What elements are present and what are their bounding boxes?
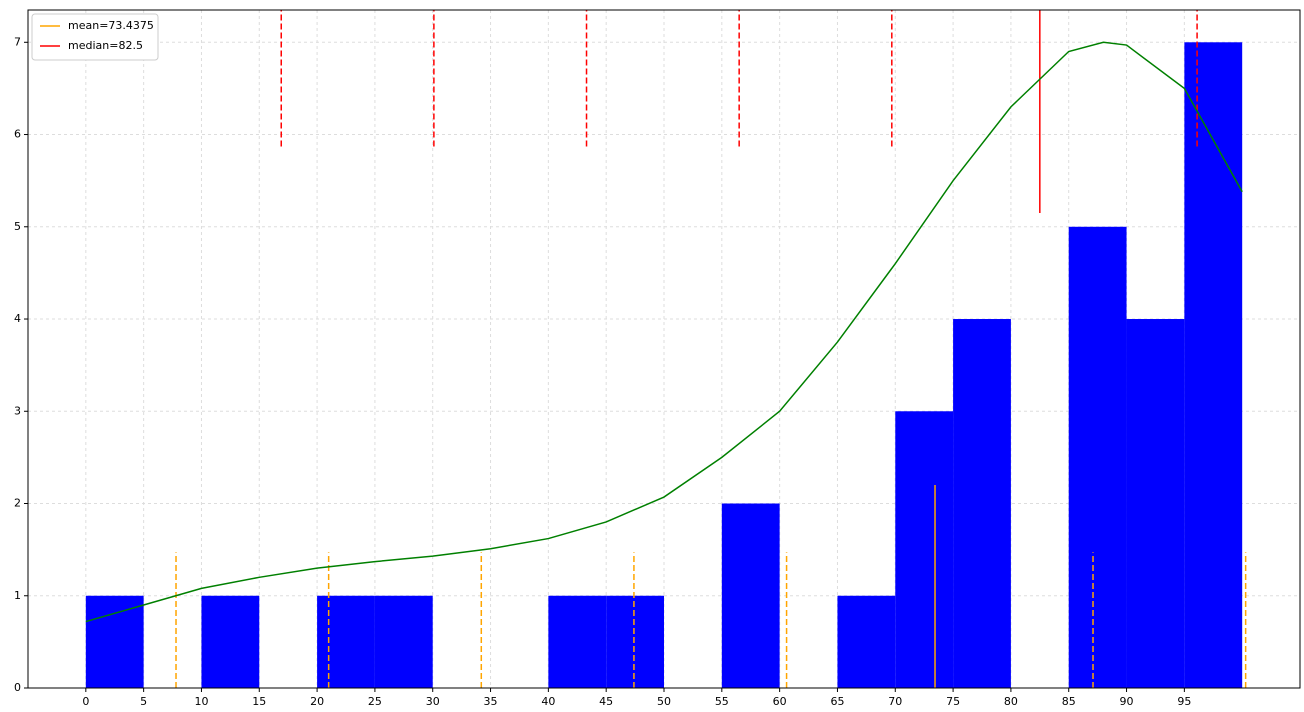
- x-tick-label: 20: [310, 695, 324, 708]
- x-tick-label: 30: [426, 695, 440, 708]
- x-tick-label: 15: [252, 695, 266, 708]
- x-tick-label: 35: [484, 695, 498, 708]
- bar: [85, 595, 144, 688]
- x-tick-label: 70: [888, 695, 902, 708]
- bar: [953, 319, 1011, 688]
- x-tick-label: 75: [946, 695, 960, 708]
- x-tick-label: 25: [368, 695, 382, 708]
- x-tick-label: 95: [1177, 695, 1191, 708]
- plot-frame: [27, 9, 1301, 689]
- bar: [1068, 226, 1127, 688]
- x-tick-label: 60: [773, 695, 787, 708]
- x-tick-label: 40: [541, 695, 555, 708]
- legend: mean=73.4375 median=82.5: [31, 13, 159, 61]
- bar: [1184, 42, 1243, 689]
- y-tick-label: 0: [14, 681, 21, 694]
- y-tick-label: 2: [14, 497, 21, 510]
- x-tick-label: 90: [1120, 695, 1134, 708]
- y-tick-label: 4: [14, 312, 21, 325]
- legend-label: median=82.5: [68, 39, 143, 52]
- x-tick-label: 65: [830, 695, 844, 708]
- bar: [374, 595, 433, 688]
- x-tick-label: 5: [140, 695, 147, 708]
- bar: [201, 595, 260, 688]
- x-tick-label: 45: [599, 695, 613, 708]
- bar: [317, 595, 375, 688]
- y-tick-label: 7: [14, 35, 21, 48]
- bar: [606, 595, 664, 688]
- x-tick-label: 85: [1062, 695, 1076, 708]
- kde-curve: [85, 41, 1243, 623]
- y-tick-label: 1: [14, 589, 21, 602]
- bar: [895, 411, 954, 688]
- x-tick-label: 10: [194, 695, 208, 708]
- legend-box: [31, 13, 159, 61]
- bar: [721, 503, 780, 688]
- y-tick-label: 6: [14, 128, 21, 141]
- bar: [1126, 319, 1185, 688]
- legend-label: mean=73.4375: [68, 19, 154, 32]
- x-tick-label: 0: [82, 695, 89, 708]
- x-tick-label: 80: [1004, 695, 1018, 708]
- x-tick-label: 50: [657, 695, 671, 708]
- y-tick-label: 3: [14, 404, 21, 417]
- bar: [837, 595, 896, 688]
- y-tick-label: 5: [14, 220, 21, 233]
- bar: [548, 595, 607, 688]
- x-tick-label: 55: [715, 695, 729, 708]
